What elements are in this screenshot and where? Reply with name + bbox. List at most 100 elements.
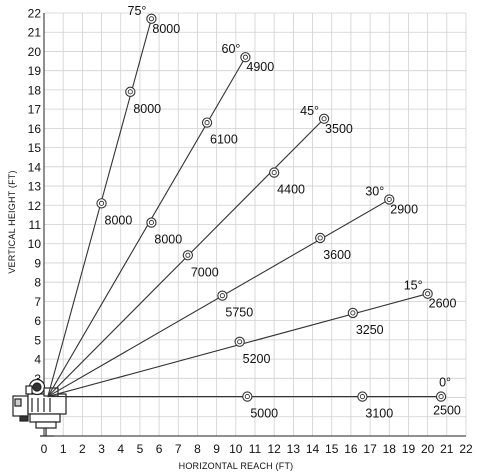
y-tick-label: 16: [28, 122, 42, 136]
data-point-marker-inner: [237, 339, 243, 345]
series-group: 5750 3600 2900 30°: [47, 185, 418, 398]
y-tick-label: 8: [34, 276, 41, 290]
x-tick-label: 22: [459, 442, 473, 456]
y-tick-label: 7: [34, 295, 41, 309]
x-tick-label: 14: [306, 442, 320, 456]
y-tick-label: 6: [34, 314, 41, 328]
capacity-label: 8000: [105, 213, 133, 227]
capacity-label: 2900: [390, 203, 418, 217]
x-tick-label: 16: [344, 442, 358, 456]
x-tick-label: 2: [79, 442, 86, 456]
x-tick-label: 8: [194, 442, 201, 456]
y-tick-label: 3: [34, 372, 41, 386]
capacity-label: 8000: [154, 233, 182, 247]
data-point-marker-inner: [386, 196, 392, 203]
crane-truck-icon: [12, 378, 67, 437]
series-group: 8000 8000 8000 75°: [47, 4, 180, 397]
series-group: 8000 6100 4900 60°: [47, 42, 274, 397]
y-tick-label: 22: [28, 7, 42, 21]
boom-angle-label: 45°: [300, 104, 319, 118]
capacity-label: 7000: [191, 265, 219, 279]
capacity-label: 3500: [325, 122, 353, 136]
capacity-label: 3600: [323, 248, 351, 262]
boom-angle-label: 75°: [128, 4, 147, 18]
data-point-marker-inner: [271, 170, 277, 176]
y-tick-label: 18: [28, 83, 42, 97]
boom-angle-series: 8000 8000 8000 75° 8000 6100 4900 60° 7000 4400 35…: [47, 4, 461, 421]
x-tick-label: 19: [402, 442, 416, 456]
series-group: 5200 3250 2600 15°: [47, 279, 457, 398]
x-tick-label: 13: [287, 442, 301, 456]
boom-line: [47, 56, 246, 397]
capacity-label: 5200: [243, 352, 271, 366]
capacity-label: 6100: [210, 133, 238, 147]
x-tick-label: 6: [156, 442, 163, 456]
capacity-label: 4900: [246, 60, 274, 74]
x-tick-label: 12: [268, 442, 282, 456]
x-tick-label: 10: [229, 442, 243, 456]
x-tick-label: 7: [175, 442, 182, 456]
y-tick-label: 4: [34, 353, 41, 367]
x-axis-ticks: 0 1 2 3 4 5 6 7 8 9 10 11 12 13 14 15 16 17 18 19 20 21 22: [41, 442, 473, 456]
x-tick-label: 1: [60, 442, 67, 456]
boom-angle-label: 15°: [404, 279, 423, 293]
capacity-label: 3100: [365, 407, 393, 421]
chart-grid: [43, 12, 467, 437]
y-tick-label: 20: [28, 45, 42, 59]
y-tick-label: 21: [28, 26, 42, 40]
x-tick-label: 4: [117, 442, 124, 456]
x-tick-label: 11: [249, 442, 262, 456]
y-tick-label: 12: [28, 199, 42, 213]
data-point-marker-inner: [321, 116, 327, 122]
x-tick-label: 21: [440, 442, 454, 456]
chart-axes: [43, 13, 466, 437]
y-tick-label: 10: [28, 237, 42, 251]
capacity-label: 5750: [225, 306, 253, 320]
data-point-marker-inner: [148, 220, 154, 226]
x-tick-label: 18: [383, 442, 397, 456]
y-tick-label: 13: [28, 180, 42, 194]
y-tick-label: 5: [34, 333, 41, 347]
x-tick-label: 15: [325, 442, 339, 456]
data-point-marker-inner: [438, 394, 444, 400]
data-point-marker-inner: [127, 89, 133, 95]
y-tick-label: 17: [28, 103, 42, 117]
x-tick-label: 0: [41, 442, 48, 456]
x-tick-label: 17: [363, 442, 377, 456]
data-point-marker-inner: [350, 310, 356, 316]
capacity-label: 5000: [250, 407, 278, 421]
x-tick-label: 5: [137, 442, 144, 456]
data-point-marker-inner: [204, 120, 210, 126]
data-point-marker-inner: [185, 252, 191, 258]
capacity-label: 4400: [277, 183, 305, 197]
x-axis-title: HORIZONTAL REACH (FT): [179, 461, 294, 471]
series-group: 7000 4400 3500 45°: [47, 104, 353, 397]
boom-angle-label: 60°: [222, 42, 241, 56]
data-point-marker-inner: [219, 293, 225, 299]
capacity-label: 2500: [433, 404, 461, 418]
y-axis-title: VERTICAL HEIGHT (FT): [7, 170, 17, 273]
y-tick-label: 11: [29, 218, 42, 232]
y-tick-label: 9: [34, 256, 41, 270]
data-point-marker-inner: [242, 54, 248, 60]
x-tick-label: 20: [421, 442, 435, 456]
x-tick-label: 3: [98, 442, 105, 456]
data-point-marker-inner: [359, 394, 365, 400]
capacity-label: 3250: [356, 323, 384, 337]
y-tick-label: 19: [28, 64, 42, 78]
y-tick-label: 14: [28, 160, 42, 174]
capacity-label: 8000: [133, 102, 161, 116]
boom-angle-label: 30°: [365, 185, 384, 199]
series-group: 5000 3100 2500 0°: [47, 376, 461, 421]
capacity-label: 8000: [152, 22, 180, 36]
capacity-label: 2600: [429, 297, 457, 311]
x-tick-label: 9: [213, 442, 220, 456]
data-point-marker-inner: [425, 291, 431, 297]
data-point-marker-inner: [317, 235, 323, 241]
y-tick-label: 15: [28, 141, 42, 155]
boom-angle-label: 0°: [439, 376, 451, 390]
data-point-marker-inner: [244, 394, 250, 400]
data-point-marker-inner: [98, 200, 105, 206]
